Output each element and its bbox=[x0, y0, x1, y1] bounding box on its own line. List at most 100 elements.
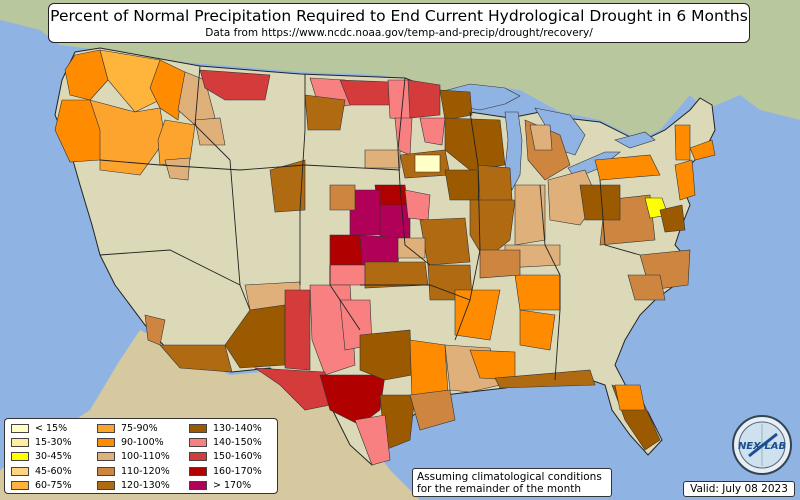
region-nm-red bbox=[284, 289, 311, 371]
region-wi-north bbox=[439, 89, 473, 121]
region-mo bbox=[419, 217, 471, 266]
region-md-dark bbox=[659, 204, 686, 233]
nex-lab-logo: NEX LAB bbox=[732, 415, 792, 475]
region-ne-coast bbox=[689, 139, 716, 161]
region-ga bbox=[519, 309, 556, 351]
legend-label: 100-110% bbox=[121, 451, 170, 463]
region-ne-west bbox=[329, 184, 356, 211]
region-ia-west bbox=[364, 149, 401, 169]
region-il-north bbox=[477, 164, 513, 203]
title-box: Percent of Normal Precipitation Required… bbox=[48, 3, 750, 43]
region-wv bbox=[579, 184, 621, 221]
legend-label: 160-170% bbox=[213, 465, 262, 477]
region-gulf-coast bbox=[494, 369, 596, 389]
region-ca-north bbox=[164, 157, 191, 181]
legend-label: 90-100% bbox=[121, 437, 164, 449]
assumption-note: Assuming climatological conditions for t… bbox=[412, 468, 612, 497]
region-ks-central bbox=[359, 234, 401, 266]
region-mi-light bbox=[529, 124, 553, 151]
legend-swatch bbox=[11, 438, 29, 448]
legend-item: 90-100% bbox=[97, 436, 164, 449]
legend-item: > 170% bbox=[189, 479, 251, 492]
region-mt-north bbox=[199, 69, 271, 101]
map-title: Percent of Normal Precipitation Required… bbox=[50, 7, 748, 25]
region-mn-se bbox=[419, 117, 446, 146]
region-co-west bbox=[269, 159, 306, 213]
region-ky bbox=[479, 249, 521, 279]
region-ca-south bbox=[144, 314, 166, 346]
region-ks-east-pink bbox=[404, 189, 431, 221]
region-or-east bbox=[89, 99, 166, 176]
legend-swatch bbox=[97, 466, 115, 476]
region-sd-west bbox=[304, 94, 346, 131]
region-az-south bbox=[159, 344, 233, 373]
region-tx-pink-south bbox=[354, 414, 391, 466]
legend-item: 140-150% bbox=[189, 436, 262, 449]
legend-swatch bbox=[189, 480, 207, 490]
region-mn-west bbox=[387, 79, 411, 121]
legend-label: 110-120% bbox=[121, 465, 170, 477]
region-pa bbox=[594, 154, 661, 181]
legend-swatch bbox=[97, 452, 115, 462]
legend-label: 15-30% bbox=[35, 437, 72, 449]
region-ok-north bbox=[329, 264, 366, 286]
region-mt-central bbox=[194, 117, 226, 146]
region-tx-west bbox=[253, 367, 331, 411]
region-sc bbox=[627, 274, 666, 301]
legend-item: 160-170% bbox=[189, 465, 262, 478]
legend-item: < 15% bbox=[11, 422, 67, 435]
legend-label: 150-160% bbox=[213, 451, 262, 463]
legend-swatch bbox=[11, 424, 29, 433]
region-mn-east bbox=[407, 79, 441, 119]
legend-item: 120-130% bbox=[97, 479, 170, 492]
legend-swatch bbox=[189, 466, 207, 476]
legend-label: 60-75% bbox=[35, 479, 72, 491]
legend-item: 60-75% bbox=[11, 479, 72, 492]
legend-label: 130-140% bbox=[213, 423, 262, 434]
legend-item: 110-120% bbox=[97, 465, 170, 478]
legend-item: 30-45% bbox=[11, 450, 72, 463]
region-mo-light bbox=[397, 237, 426, 259]
legend-swatch bbox=[189, 452, 207, 462]
legend-item: 15-30% bbox=[11, 436, 72, 449]
legend-swatch bbox=[97, 438, 115, 448]
region-tx-coast bbox=[409, 389, 456, 431]
legend-swatch bbox=[189, 424, 207, 433]
region-id-north bbox=[149, 59, 186, 121]
lake-ontario bbox=[614, 131, 656, 149]
legend-label: 120-130% bbox=[121, 479, 170, 491]
map-subtitle: Data from https://www.ncdc.noaa.gov/temp… bbox=[205, 27, 593, 39]
region-ia-central bbox=[414, 154, 441, 173]
region-wa-east bbox=[99, 49, 171, 113]
legend-swatch bbox=[11, 452, 29, 462]
legend-label: 75-90% bbox=[121, 423, 158, 434]
region-al bbox=[514, 274, 561, 311]
legend-swatch bbox=[11, 480, 29, 490]
logo-text: NEX LAB bbox=[738, 441, 786, 452]
legend-swatch bbox=[189, 438, 207, 448]
legend-swatch bbox=[97, 424, 115, 433]
region-tx-north bbox=[359, 329, 413, 381]
legend-item: 45-60% bbox=[11, 465, 72, 478]
legend-label: 140-150% bbox=[213, 437, 262, 449]
state-borders bbox=[99, 65, 641, 381]
legend-item: 100-110% bbox=[97, 450, 170, 463]
legend-label: 30-45% bbox=[35, 451, 72, 463]
region-ms bbox=[454, 289, 501, 341]
legend: < 15% 15-30% 30-45% 45-60% 60-75% 75-90% 90-10… bbox=[4, 418, 278, 494]
legend-item: 75-90% bbox=[97, 422, 158, 435]
legend-label: > 170% bbox=[213, 479, 252, 491]
region-ia-east bbox=[444, 169, 481, 201]
region-tx-east bbox=[409, 339, 449, 399]
valid-date: Valid: July 08 2023 bbox=[683, 481, 795, 497]
legend-label: 45-60% bbox=[35, 465, 72, 477]
legend-item: 150-160% bbox=[189, 450, 262, 463]
region-ok bbox=[364, 261, 429, 289]
drought-regions bbox=[54, 49, 716, 466]
region-fl-north bbox=[614, 384, 646, 411]
legend-swatch bbox=[97, 480, 115, 490]
legend-swatch bbox=[11, 466, 29, 476]
region-ny bbox=[674, 124, 691, 161]
legend-item: 130-140% bbox=[189, 422, 262, 435]
